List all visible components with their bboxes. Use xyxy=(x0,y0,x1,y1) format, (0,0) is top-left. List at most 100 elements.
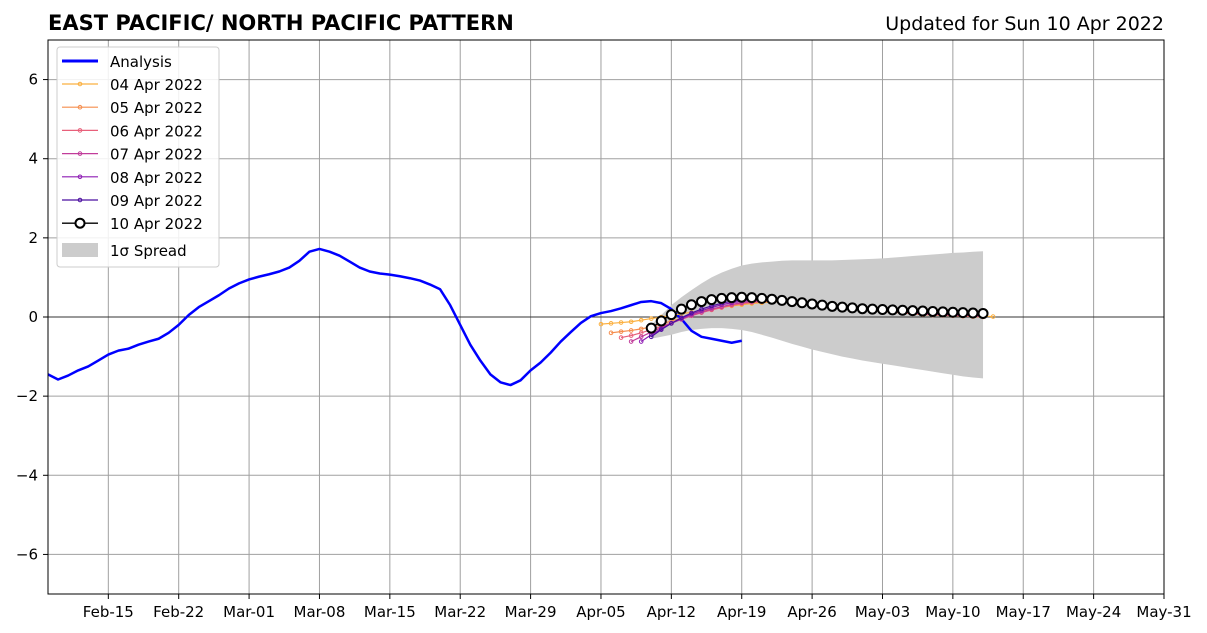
spread-layer xyxy=(651,251,984,379)
legend-label-analysis: Analysis xyxy=(110,53,172,71)
forecast-point xyxy=(675,303,687,315)
forecast-point xyxy=(746,292,758,304)
legend-box xyxy=(56,46,220,268)
forecast-point xyxy=(648,334,654,340)
legend-marker-forecast xyxy=(77,104,83,110)
legend-marker-forecast xyxy=(77,81,83,87)
forecast-point xyxy=(628,339,634,344)
legend: Analysis 04 Apr 2022 05 Apr 2022 06 Apr 20… xyxy=(56,46,220,268)
x-tick-label: Mar-08 xyxy=(294,603,346,621)
forecast-point xyxy=(826,300,838,312)
forecast-point xyxy=(655,315,667,327)
x-tick-label: Mar-15 xyxy=(364,603,416,621)
legend-label-forecast: 07 Apr 2022 xyxy=(110,146,203,164)
y-tick-label: 2 xyxy=(28,229,38,247)
forecast-point xyxy=(638,339,644,344)
y-tick-label: −6 xyxy=(16,545,38,563)
x-tick-label: May-03 xyxy=(855,603,910,621)
forecast-point xyxy=(598,321,604,327)
forecast-point xyxy=(756,292,768,304)
forecast-point xyxy=(685,299,697,311)
x-tick-label: Apr-12 xyxy=(647,603,697,621)
forecast-point xyxy=(696,296,708,308)
legend-marker-forecast xyxy=(77,151,83,156)
forecast-point xyxy=(927,305,939,317)
forecast-layer xyxy=(598,291,996,344)
forecast-point xyxy=(977,307,989,319)
legend-label-forecast: 08 Apr 2022 xyxy=(110,169,203,187)
forecast-point xyxy=(648,316,654,321)
forecast-point xyxy=(776,294,788,306)
forecast-point xyxy=(836,301,848,313)
legend-label-forecast: 05 Apr 2022 xyxy=(110,99,203,117)
forecast-point xyxy=(628,328,634,333)
forecast-point xyxy=(887,304,899,316)
forecast-point xyxy=(628,319,634,325)
forecast-point xyxy=(846,302,858,314)
forecast-point xyxy=(706,294,718,306)
x-tick-label: Apr-19 xyxy=(717,603,767,621)
legend-marker-forecast xyxy=(77,197,83,203)
forecast-point xyxy=(907,305,919,317)
forecast-point xyxy=(679,315,684,321)
x-tick-label: Feb-22 xyxy=(153,603,204,621)
legend-swatch-spread xyxy=(62,243,98,257)
forecast-point xyxy=(786,296,798,308)
x-tick-label: May-10 xyxy=(925,603,980,621)
forecast-point xyxy=(806,298,818,310)
legend-marker-forecast xyxy=(74,217,86,229)
chart-subtitle: Updated for Sun 10 Apr 2022 xyxy=(885,13,1164,35)
forecast-point xyxy=(608,330,614,336)
legend-label-forecast: 10 Apr 2022 xyxy=(110,215,203,233)
forecast-point xyxy=(669,321,674,326)
forecast-point xyxy=(628,333,634,338)
analysis-layer xyxy=(47,247,742,387)
legend-marker-forecast xyxy=(77,174,83,180)
forecast-point xyxy=(699,306,704,312)
y-tick-label: 6 xyxy=(28,71,38,89)
y-axis: 6 4 2 0 −2 −4 −6 xyxy=(16,71,48,563)
x-tick-label: Mar-01 xyxy=(223,603,275,621)
forecast-point xyxy=(967,307,979,319)
x-tick-label: Mar-29 xyxy=(505,603,557,621)
y-tick-label: −4 xyxy=(16,466,38,484)
legend-forecast-items: 04 Apr 2022 05 Apr 2022 06 Apr 2022 07 Apr … xyxy=(62,76,203,233)
forecast-point xyxy=(957,307,969,319)
forecast-point xyxy=(736,291,748,303)
forecast-point xyxy=(816,299,828,311)
y-tick-label: 0 xyxy=(28,308,38,326)
legend-label-spread: 1σ Spread xyxy=(110,242,187,260)
forecast-point xyxy=(618,320,624,325)
x-tick-label: May-17 xyxy=(996,603,1051,621)
forecast-point xyxy=(856,303,868,315)
forecast-point xyxy=(716,292,728,304)
forecast-point xyxy=(618,335,624,340)
chart-title: EAST PACIFIC/ NORTH PACIFIC PATTERN xyxy=(48,11,514,35)
legend-label-forecast: 09 Apr 2022 xyxy=(110,192,203,210)
legend-label-forecast: 06 Apr 2022 xyxy=(110,122,203,140)
x-tick-label: Apr-05 xyxy=(576,603,626,621)
spread-band xyxy=(651,251,984,379)
y-tick-label: −2 xyxy=(16,387,38,405)
forecast-point xyxy=(665,309,677,321)
forecast-point xyxy=(937,306,949,318)
forecast-point xyxy=(897,304,909,316)
forecast-point xyxy=(618,329,624,334)
forecast-point xyxy=(876,303,888,315)
forecast-point xyxy=(659,327,664,332)
y-tick-label: 4 xyxy=(28,150,38,168)
forecast-point xyxy=(990,314,996,319)
forecast-point xyxy=(645,322,657,334)
forecast-point xyxy=(608,321,614,326)
forecast-point xyxy=(638,317,644,323)
forecast-point xyxy=(638,334,644,340)
forecast-point xyxy=(917,305,929,317)
x-tick-label: May-31 xyxy=(1136,603,1191,621)
forecast-point xyxy=(766,293,778,305)
legend-marker-forecast xyxy=(77,128,83,133)
x-tick-label: Apr-26 xyxy=(787,603,837,621)
x-tick-label: Mar-22 xyxy=(434,603,486,621)
x-tick-label: Feb-15 xyxy=(83,603,134,621)
forecast-point xyxy=(796,297,808,309)
